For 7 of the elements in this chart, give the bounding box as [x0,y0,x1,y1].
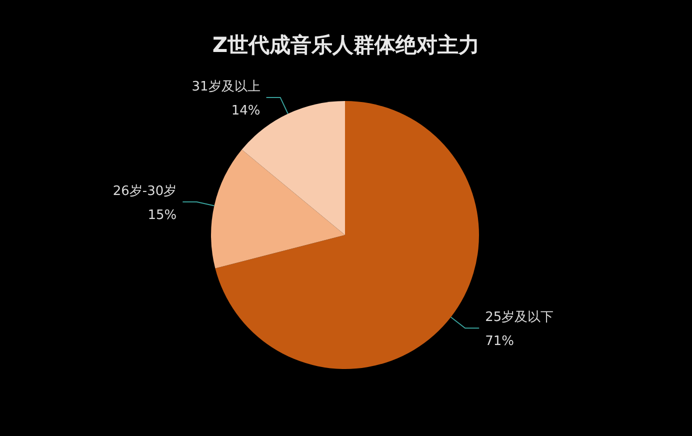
data-label: 15% [148,208,177,223]
data-label: 71% [485,334,514,350]
chart-title: Z世代成音乐人群体绝对主力 [212,33,480,57]
slice-label: 26岁-30岁 [112,184,177,199]
slice-label: 25岁及以下 [485,310,554,326]
slice-label: 31岁及以上 [192,79,260,94]
data-label: 14% [231,103,260,118]
